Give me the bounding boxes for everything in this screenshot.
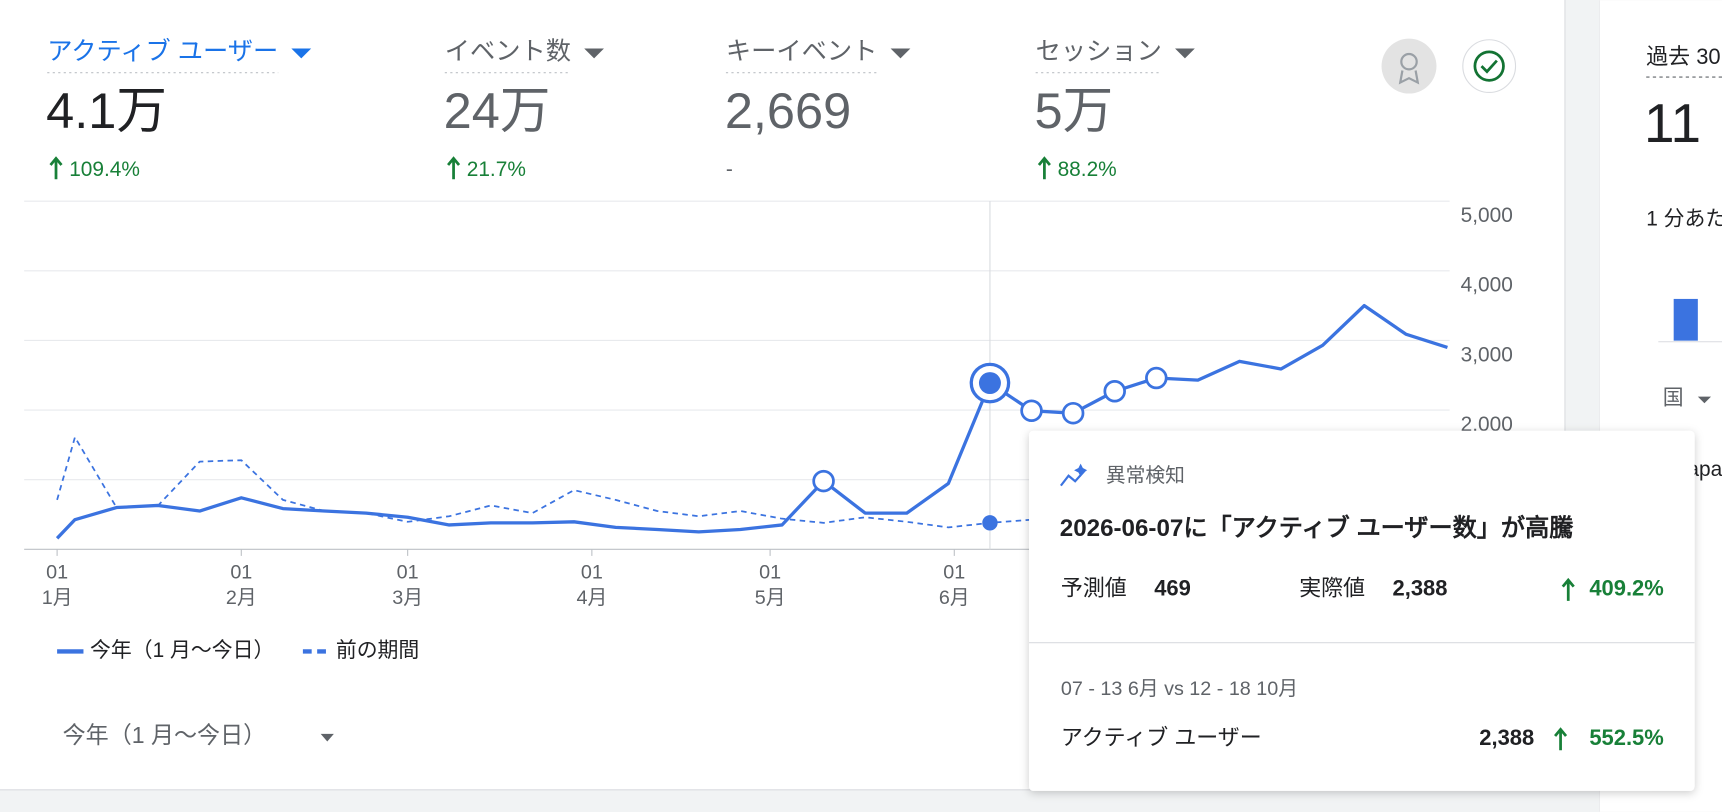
legend-label[interactable]: 今年（1 月〜今日） xyxy=(90,639,274,662)
metric-value: 4.1万 xyxy=(46,82,167,139)
comparison: 07 - 13 6月 vs 12 - 18 10月 xyxy=(1061,678,1298,700)
side-period[interactable]: 過去 30 xyxy=(1646,44,1720,69)
actual-value: 2,388 xyxy=(1393,576,1448,601)
dropdown-arrow xyxy=(320,733,334,742)
metric-label[interactable]: イベント数 xyxy=(445,38,571,66)
metric-change: - xyxy=(726,158,733,181)
legend-label[interactable]: 前の期間 xyxy=(336,639,419,662)
series-line xyxy=(56,436,1198,529)
y-tick-label: 3,000 xyxy=(1461,343,1513,366)
anomaly-point[interactable] xyxy=(1020,399,1043,423)
badge-icon[interactable] xyxy=(1381,38,1437,94)
expected-value: 469 xyxy=(1154,576,1191,601)
metric-label[interactable]: キーイベント xyxy=(726,38,878,66)
badge-glyph xyxy=(1400,52,1418,71)
dropdown-arrow xyxy=(890,48,911,59)
date-range-dropdown[interactable]: 今年（1 月〜今日） xyxy=(63,722,334,748)
tooltip-card xyxy=(1029,430,1695,791)
check-icon[interactable] xyxy=(1462,39,1517,94)
dropdown-arrow xyxy=(1175,48,1195,59)
x-tick-label: 1月 xyxy=(42,587,73,609)
tooltip-change: 409.2% xyxy=(1589,576,1663,601)
metric-label[interactable]: セッション xyxy=(1036,38,1162,66)
x-tick-label: 01 xyxy=(943,562,965,584)
date-range[interactable]: 今年（1 月〜今日） xyxy=(63,722,267,748)
expected-label: 予測値 xyxy=(1061,576,1127,601)
check-glyph xyxy=(1473,50,1505,82)
metric-change: 109.4% xyxy=(69,158,140,181)
metric-value: 2,388 xyxy=(1479,725,1534,750)
side-dimension[interactable]: 国 xyxy=(1663,386,1684,409)
dropdown-arrow xyxy=(1697,396,1712,404)
x-tick-label: 3月 xyxy=(392,587,423,609)
metric-value: 24万 xyxy=(444,82,551,139)
legend: 今年（1 月〜今日） 前の期間 xyxy=(57,639,419,662)
selected-anomaly[interactable] xyxy=(978,372,1001,395)
metric-label: アクティブ ユーザー xyxy=(1061,725,1262,750)
y-tick-label: 4,000 xyxy=(1461,274,1513,297)
check-glyph xyxy=(1480,59,1498,74)
anomaly-tooltip: 異常検知 2026-06-07に「アクティブ ユーザー数」が高騰 予測値 469… xyxy=(1029,430,1695,791)
y-tick-label: 2,000 xyxy=(1461,413,1513,436)
actual-label: 実際値 xyxy=(1299,576,1365,601)
metric-change: 552.5% xyxy=(1589,725,1663,750)
anomaly-point[interactable] xyxy=(1103,380,1126,403)
x-tick-label: 4月 xyxy=(576,587,607,609)
x-tick-label: 5月 xyxy=(755,587,786,609)
x-tick-label: 01 xyxy=(759,562,781,584)
side-value: 11 xyxy=(1644,92,1701,154)
dropdown-arrow xyxy=(584,48,604,59)
y-tick-label: 5,000 xyxy=(1461,204,1513,227)
up-arrow xyxy=(1554,727,1568,751)
tooltip-title: 2026-06-07に「アクティブ ユーザー数」が高騰 xyxy=(1060,514,1574,542)
previous-point xyxy=(982,515,998,531)
metric-label[interactable]: アクティブ ユーザー xyxy=(47,38,278,66)
x-tick-label: 2月 xyxy=(226,587,257,609)
anomaly-icon xyxy=(1074,463,1088,477)
anomaly-point[interactable] xyxy=(1061,401,1085,425)
anomaly-point[interactable] xyxy=(812,469,835,493)
metric-value: 2,669 xyxy=(725,82,851,139)
badge-glyph xyxy=(1398,70,1420,85)
x-tick-label: 6月 xyxy=(939,587,970,609)
side-per-minute: 1 分あた xyxy=(1646,207,1722,230)
x-tick-label: 01 xyxy=(397,562,419,584)
metric-value: 5万 xyxy=(1035,82,1114,139)
up-arrow xyxy=(1037,156,1051,180)
side-bar xyxy=(1673,298,1698,341)
metric-change: 21.7% xyxy=(467,158,526,181)
up-arrow xyxy=(447,156,461,180)
x-tick-label: 01 xyxy=(581,562,603,584)
x-tick-label: 01 xyxy=(46,562,68,584)
up-arrow xyxy=(49,156,63,180)
up-arrow xyxy=(1561,577,1575,601)
series-line xyxy=(55,303,1448,540)
tooltip-heading: 異常検知 xyxy=(1106,465,1185,487)
metric-change: 88.2% xyxy=(1058,158,1117,181)
anomaly-point[interactable] xyxy=(1145,366,1168,390)
dropdown-arrow xyxy=(291,48,312,59)
x-tick-label: 01 xyxy=(230,562,252,584)
metric-row: アクティブ ユーザー 4.1万 109.4% イベント数 24万 21.7% キーイベント 2… xyxy=(46,38,1195,181)
